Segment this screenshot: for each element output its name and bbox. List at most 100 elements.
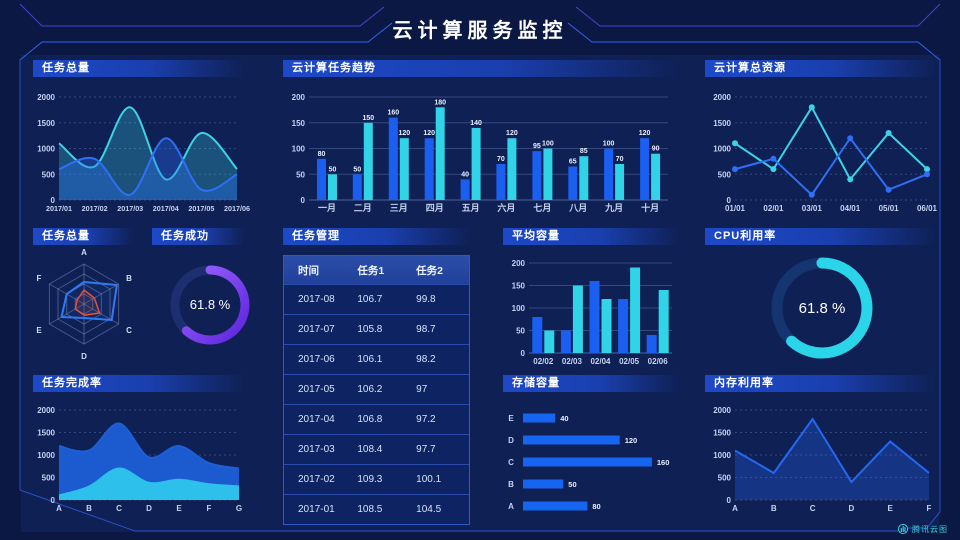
hbar-category-label: C: [508, 458, 514, 467]
x-tick-label: 02/04: [590, 357, 611, 366]
y-tick-label: 2000: [713, 93, 731, 102]
x-tick-label: G: [236, 504, 242, 513]
bar-blue: [618, 299, 629, 353]
task-success-gauge-value: 61.8 %: [189, 297, 231, 312]
bar-blue: [317, 158, 326, 200]
y-tick-label: 1500: [37, 429, 55, 438]
radar-axis-label: D: [81, 352, 87, 361]
bar-cyan: [328, 174, 337, 201]
y-tick-label: 100: [292, 145, 306, 154]
y-tick-label: 500: [42, 170, 56, 179]
bar-value-label: 85: [580, 148, 588, 155]
bar-cyan: [507, 138, 517, 200]
x-tick-label: D: [849, 504, 855, 513]
data-point-marker: [808, 104, 815, 111]
table-cell: 105.8: [351, 314, 411, 345]
table-cell: 109.3: [351, 464, 411, 495]
x-tick-label: 02/05: [619, 357, 640, 366]
task-completion-area-chart: 0 500 1000 1500 2000 A B C D E F G: [37, 406, 242, 513]
data-point-marker: [770, 155, 777, 162]
x-tick-label: E: [176, 504, 182, 513]
radar-series-blue: [60, 281, 118, 321]
radar-axis-label: E: [36, 326, 42, 335]
data-point-marker: [885, 186, 892, 193]
bar-cyan: [630, 267, 641, 353]
table-cell: 97.2: [410, 404, 469, 435]
table-header-task2: 任务2: [410, 256, 469, 285]
memory-usage-line-chart: 0 500 1000 1500 2000 A B C D E F: [713, 406, 931, 513]
data-point-marker: [808, 191, 815, 198]
table-cell: 2017-04: [284, 404, 352, 435]
hbar-category-label: A: [508, 502, 514, 511]
vendor-logo-icon: [897, 523, 909, 535]
hbar-category-label: E: [508, 414, 514, 423]
bar-blue: [604, 148, 614, 200]
task-success-gauge: [170, 265, 250, 345]
data-point-marker: [732, 166, 738, 173]
panel-title-task-total-radar: 任务总量: [33, 228, 134, 245]
series-area-blue: [735, 419, 929, 500]
bar-value-label: 120: [398, 130, 410, 137]
radar-series-red: [74, 289, 101, 316]
x-tick-label: 十月: [641, 202, 659, 213]
radar-axis-label: B: [126, 274, 132, 283]
table-header-row: 时间 任务1 任务2: [284, 256, 469, 285]
bar-value-label: 120: [639, 130, 651, 137]
bar-blue: [460, 179, 470, 200]
y-tick-label: 50: [516, 327, 525, 336]
bar-cyan: [651, 153, 661, 200]
panel-storage-capacity: 存储容量 E 40 D 120 C 160 B 50 A 80: [503, 375, 680, 515]
y-tick-label: 2000: [713, 406, 731, 415]
table-row: 2017-06 106.1 98.2: [284, 344, 469, 375]
table-row: 2017-03 108.4 97.7: [284, 434, 469, 465]
panel-cloud-task-trend: 云计算任务趋势 0 50 100 150 200 一月 二月 三月 四月 五月 六月 七月 八月 九月 十月…: [283, 60, 680, 215]
y-tick-label: 50: [296, 170, 305, 179]
table-cell: 98.7: [410, 314, 469, 345]
bar-value-label: 180: [434, 99, 446, 106]
table-row: 2017-02 109.3 100.1: [284, 464, 469, 495]
cloud-task-trend-bar-chart: 0 50 100 150 200 一月 二月 三月 四月 五月 六月 七月 八月 九月 十月 80 50 160 1…: [292, 93, 668, 213]
x-tick-label: 九月: [604, 202, 623, 213]
task-total-line-chart: 0 500 1000 1500 2000 2017/01 2017/02 2017/03 201…: [37, 93, 250, 213]
data-point-marker: [924, 171, 930, 178]
radar-spoke: [83, 303, 119, 325]
storage-capacity-hbar-chart: E 40 D 120 C 160 B 50 A 80: [508, 413, 669, 511]
vendor-watermark-label: 腾讯云图: [912, 524, 948, 534]
panel-memory-usage: 内存利用率 0 500 1000 1500 2000 A B C D E F: [705, 375, 937, 515]
radar-grid: [48, 263, 120, 345]
hbar-bar: [523, 501, 588, 511]
radar-spoke: [83, 283, 119, 305]
x-tick-label: 2017/02: [82, 204, 108, 213]
table-cell: 108.5: [351, 494, 411, 524]
bar-cyan: [544, 330, 555, 353]
avg-capacity-bar-chart: 0 50 100 150 200 02/02 02/03 02/04 02/05 02/06: [512, 259, 672, 366]
table-row: 2017-07 105.8 98.7: [284, 314, 469, 345]
bar-cyan: [399, 138, 409, 200]
table-cell: 2017-05: [284, 374, 352, 405]
bar-value-label: 90: [652, 146, 660, 153]
x-tick-label: A: [732, 504, 738, 513]
series-line-cyan: [58, 106, 238, 181]
panel-title-cloud-task-trend: 云计算任务趋势: [283, 60, 680, 77]
bar-cyan: [363, 122, 373, 201]
table-row: 2017-05 106.2 97: [284, 374, 469, 405]
table-cell: 98.2: [410, 344, 469, 375]
bar-blue: [496, 164, 506, 200]
panel-title-cpu-usage: CPU利用率: [705, 228, 937, 245]
bar-cyan: [572, 285, 583, 353]
bar-value-label: 120: [423, 130, 435, 137]
table-cell: 104.5: [410, 494, 469, 524]
radar-axis-label: A: [81, 248, 87, 257]
table-row: 2017-01 108.5 104.5: [284, 494, 469, 524]
data-point-marker: [847, 176, 854, 183]
bar-blue: [560, 330, 571, 353]
table-cell: 2017-01: [284, 494, 352, 524]
bar-blue: [646, 335, 657, 353]
hbar-value-label: 50: [568, 480, 576, 489]
table-cell: 2017-06: [284, 344, 352, 375]
panel-task-completion: 任务完成率 0 500 1000 1500 2000 A B C D E F G: [33, 375, 245, 515]
x-tick-label: 06/01: [917, 204, 938, 213]
y-tick-label: 1500: [713, 119, 731, 128]
bar-value-label: 95: [533, 143, 541, 150]
x-tick-label: 2017/06: [224, 204, 250, 213]
